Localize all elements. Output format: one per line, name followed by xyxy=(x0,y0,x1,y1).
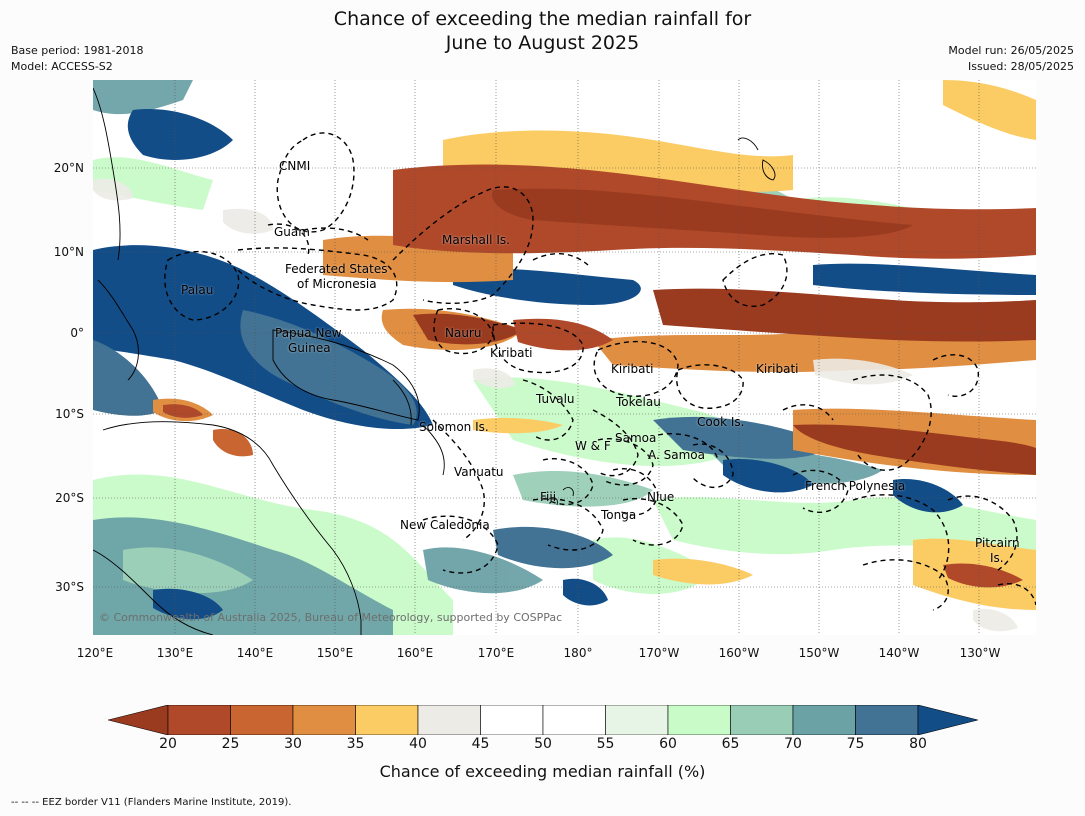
meta-right: Model run: 26/05/2025 Issued: 28/05/2025 xyxy=(948,43,1074,75)
lat-tick-10n: 10°N xyxy=(53,245,84,259)
lat-tick-10s: 10°S xyxy=(55,407,84,421)
colorbar-tick-label: 70 xyxy=(784,736,802,752)
label-french-polynesia: French Polynesia xyxy=(805,479,906,493)
colorbar-tick-label: 20 xyxy=(159,736,177,752)
colorbar-swatch xyxy=(230,704,294,736)
chart-title: Chance of exceeding the median rainfall … xyxy=(0,7,1085,55)
label-wallis-futuna: W & F xyxy=(575,439,611,453)
title-line-2: June to August 2025 xyxy=(445,32,640,54)
colorbar-tick-label: 40 xyxy=(409,736,427,752)
eez-borders xyxy=(164,132,1036,611)
copyright-notice: © Commonwealth of Australia 2025, Bureau… xyxy=(99,611,563,624)
model-name: Model: ACCESS-S2 xyxy=(11,60,113,73)
colorbar-tick-label: 80 xyxy=(909,736,927,752)
colorbar-tick-label: 65 xyxy=(721,736,740,752)
label-guam: Guam xyxy=(274,225,310,239)
label-kiribati-east: Kiribati xyxy=(756,362,799,376)
colorbar-swatch xyxy=(292,704,356,736)
lat-tick-30s: 30°S xyxy=(55,580,84,594)
lon-tick-170w: 170°W xyxy=(638,646,680,660)
colorbar-tick-label: 60 xyxy=(659,736,677,752)
colorbar-tick-label: 50 xyxy=(534,736,552,752)
label-tokelau: Tokelau xyxy=(616,395,661,409)
eez-footnote: -- -- -- EEZ border V11 (Flanders Marine… xyxy=(11,797,292,808)
colorbar-tick-label: 45 xyxy=(471,736,490,752)
colorbar-swatches xyxy=(107,704,979,736)
colorbar-swatch xyxy=(667,704,731,736)
issued-date: Issued: 28/05/2025 xyxy=(967,60,1074,73)
label-american-samoa: A. Samoa xyxy=(648,448,705,462)
lat-tick-0: 0° xyxy=(70,326,84,340)
colorbar-swatch xyxy=(730,704,794,736)
label-png-line2: Guinea xyxy=(288,341,331,355)
field-wet-blue xyxy=(93,109,1036,620)
colorbar-label: Chance of exceeding median rainfall (%) xyxy=(379,762,706,781)
label-kiribati-west: Kiribati xyxy=(490,346,533,360)
colorbar-tick-label: 75 xyxy=(846,736,865,752)
colorbar-tick-label: 55 xyxy=(596,736,615,752)
colorbar-tick-label: 25 xyxy=(221,736,240,752)
field-dry-brown xyxy=(163,164,1036,588)
lon-tick-130w: 130°W xyxy=(959,646,1001,660)
graticule xyxy=(93,80,1036,635)
model-run: Model run: 26/05/2025 xyxy=(948,44,1074,57)
lat-tick-20n: 20°N xyxy=(53,161,84,175)
label-tonga: Tonga xyxy=(601,508,637,522)
colorbar-swatch xyxy=(355,704,419,736)
colorbar-swatch xyxy=(605,704,669,736)
label-fsm-line1: Federated States xyxy=(285,262,388,276)
label-niue: Niue xyxy=(647,490,675,504)
colorbar xyxy=(107,704,979,736)
label-tuvalu: Tuvalu xyxy=(536,392,575,406)
map-canvas xyxy=(93,80,1036,635)
coastlines xyxy=(93,87,776,635)
colorbar-swatch xyxy=(542,704,606,736)
base-period: Base period: 1981-2018 xyxy=(11,44,144,57)
lon-tick-150e: 150°E xyxy=(316,646,354,660)
label-png-line1: Papua New xyxy=(275,326,342,340)
lon-tick-180: 180° xyxy=(563,646,593,660)
label-pitcairn-line2: Is. xyxy=(990,551,1004,565)
colorbar-ticks: 20 25 30 35 40 45 50 55 60 65 70 75 80 xyxy=(159,736,927,756)
colorbar-swatch xyxy=(480,704,544,736)
meta-left: Base period: 1981-2018 Model: ACCESS-S2 xyxy=(11,43,143,75)
colorbar-swatch xyxy=(167,704,231,736)
map-panel: CNMI Guam Marshall Is. Federated States … xyxy=(93,80,1036,635)
label-cnmi: CNMI xyxy=(279,159,311,173)
lon-tick-140w: 140°W xyxy=(878,646,920,660)
label-marshall: Marshall Is. xyxy=(442,233,510,247)
colorbar-swatch xyxy=(855,704,919,736)
lon-tick-170e: 170°E xyxy=(477,646,515,660)
colorbar-extend-low xyxy=(107,704,169,736)
label-fiji: Fiji xyxy=(540,490,557,504)
label-palau: Palau xyxy=(181,283,214,297)
label-pitcairn-line1: Pitcairn xyxy=(975,536,1020,550)
lat-tick-20s: 20°S xyxy=(55,491,84,505)
lon-tick-120e: 120°E xyxy=(76,646,114,660)
lon-tick-160e: 160°E xyxy=(396,646,434,660)
label-fsm-line2: of Micronesia xyxy=(297,277,377,291)
lon-tick-140e: 140°E xyxy=(236,646,274,660)
colorbar-swatch xyxy=(417,704,481,736)
title-line-1: Chance of exceeding the median rainfall … xyxy=(333,8,752,30)
label-solomon-islands: Solomon Is. xyxy=(419,420,489,434)
colorbar-tick-label: 30 xyxy=(284,736,302,752)
label-cook-islands: Cook Is. xyxy=(697,415,745,429)
field-neutral-grey xyxy=(93,178,1018,632)
lon-tick-160w: 160°W xyxy=(718,646,760,660)
lon-tick-130e: 130°E xyxy=(156,646,194,660)
colorbar-extend-high xyxy=(917,704,979,736)
lon-tick-150w: 150°W xyxy=(798,646,840,660)
label-samoa: Samoa xyxy=(615,431,657,445)
colorbar-tick-label: 35 xyxy=(346,736,365,752)
label-new-caledonia: New Caledonia xyxy=(400,518,490,532)
label-nauru: Nauru xyxy=(445,326,482,340)
label-vanuatu: Vanuatu xyxy=(454,465,504,479)
label-kiribati-central: Kiribati xyxy=(611,362,654,376)
colorbar-swatch xyxy=(792,704,856,736)
